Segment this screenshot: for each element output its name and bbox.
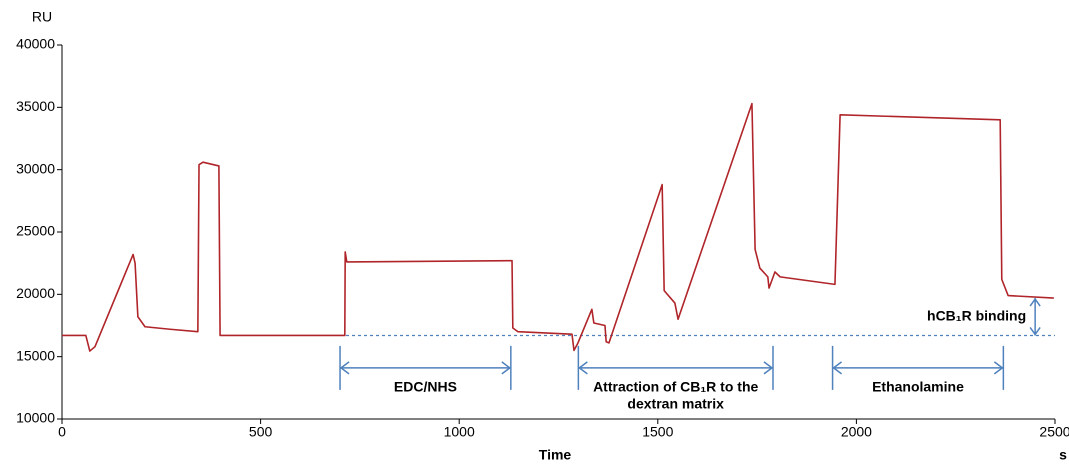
y-tick-label: 30000	[16, 160, 55, 176]
arrow-head	[578, 361, 588, 375]
y-tick-label: 40000	[16, 36, 55, 52]
x-tick-label: 1000	[444, 424, 475, 440]
x-tick-label: 2000	[841, 424, 872, 440]
sensorgram-line	[62, 102, 1054, 352]
y-tick-label: 25000	[16, 223, 55, 239]
binding-label: hCB₁R binding	[927, 307, 1026, 323]
x-tick-label: 1500	[642, 424, 673, 440]
x-tick-label: 0	[58, 424, 66, 440]
arrow-head	[1029, 327, 1041, 336]
range-label: Attraction of CB₁R to the	[593, 379, 758, 395]
range-label: Ethanolamine	[872, 379, 964, 395]
arrow-head	[993, 361, 1004, 375]
arrow-head	[501, 361, 512, 375]
arrow-head	[832, 361, 843, 375]
x-axis-label: Time	[539, 447, 572, 463]
arrow-head	[1029, 297, 1041, 307]
range-label: dextran matrix	[627, 396, 724, 412]
arrow-head	[339, 361, 350, 375]
y-tick-label: 10000	[16, 410, 55, 426]
arrow-head	[763, 361, 774, 375]
y-tick-label: 35000	[16, 98, 55, 114]
x-axis-unit: s	[1059, 447, 1067, 463]
y-tick-label: 20000	[16, 285, 55, 301]
x-tick-label: 2500	[1039, 424, 1069, 440]
range-label: EDC/NHS	[394, 379, 457, 395]
x-tick-label: 500	[249, 424, 273, 440]
y-axis-label: RU	[32, 9, 52, 25]
y-tick-label: 15000	[16, 347, 55, 363]
